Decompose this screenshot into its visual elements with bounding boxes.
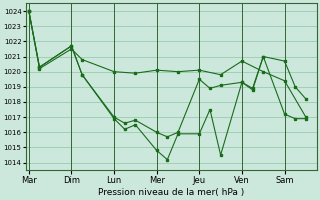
X-axis label: Pression niveau de la mer( hPa ): Pression niveau de la mer( hPa ) (98, 188, 244, 197)
